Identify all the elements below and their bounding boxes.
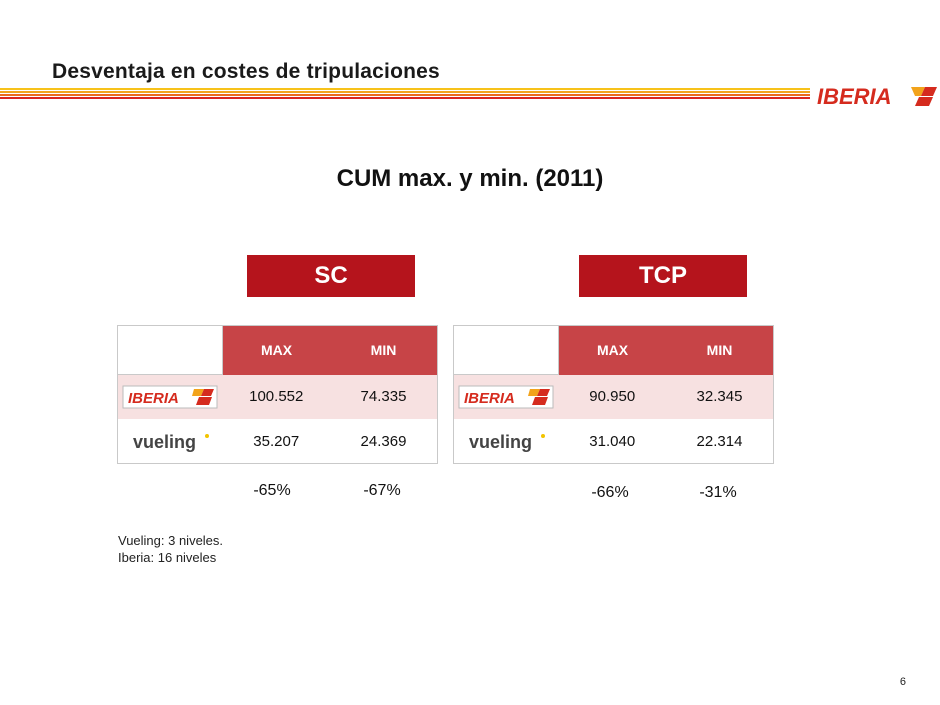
- tcp-banner: TCP: [579, 255, 747, 297]
- iberia-row-logo: IBERIA: [117, 374, 223, 419]
- vueling-logo-icon: vueling: [133, 432, 210, 452]
- chart-subtitle: CUM max. y min. (2011): [336, 165, 604, 192]
- diff-max: -66%: [591, 484, 629, 501]
- iberia-logo: IBERIA: [817, 84, 937, 108]
- cell-max: 90.950: [558, 374, 666, 419]
- logo-text: IBERIA: [464, 390, 515, 407]
- cell-min: 24.369: [330, 419, 438, 464]
- logo-text: IBERIA: [817, 84, 892, 108]
- header-stripes: [0, 88, 810, 102]
- diff-min: -67%: [363, 482, 401, 499]
- iberia-logo-icon: IBERIA: [122, 385, 218, 409]
- cell-max: 31.040: [558, 419, 666, 464]
- diff-min: -31%: [699, 484, 737, 501]
- logo-text: vueling: [469, 432, 532, 452]
- table-corner: [453, 325, 559, 375]
- iberia-logo-icon: IBERIA: [458, 385, 554, 409]
- logo-text: vueling: [133, 432, 196, 452]
- logo-text: IBERIA: [128, 390, 179, 407]
- col-header-max: MAX: [558, 325, 666, 375]
- footnote: Vueling: 3 niveles. Iberia: 16 niveles: [118, 532, 223, 566]
- diff-max: -65%: [253, 482, 291, 499]
- page-number: 6: [899, 676, 906, 688]
- footnote-line: Iberia: 16 niveles: [118, 550, 217, 565]
- col-header-max: MAX: [222, 325, 330, 375]
- vueling-row-logo: vueling: [453, 419, 559, 464]
- cell-max: 100.552: [222, 374, 330, 419]
- cell-max: 35.207: [222, 419, 330, 464]
- col-header-min: MIN: [330, 325, 438, 375]
- table-row: IBERIA 100.552 74.335: [117, 374, 438, 419]
- col-header-min: MIN: [666, 325, 774, 375]
- footnote-line: Vueling: 3 niveles.: [118, 533, 224, 548]
- iberia-row-logo: IBERIA: [453, 374, 559, 419]
- table-row: IBERIA 90.950 32.345: [453, 374, 774, 419]
- cell-min: 22.314: [666, 419, 774, 464]
- table-row: vueling 31.040 22.314: [453, 419, 774, 464]
- table-row: vueling 35.207 24.369: [117, 419, 438, 464]
- sc-banner: SC: [247, 255, 415, 297]
- cell-min: 32.345: [666, 374, 774, 419]
- tcp-table: MAX MIN IBERIA 90.950 32.345 vueling 31.…: [453, 325, 774, 464]
- cell-min: 74.335: [330, 374, 438, 419]
- vueling-logo-icon: vueling: [469, 432, 546, 452]
- page-title: Desventaja en costes de tripulaciones: [52, 60, 440, 83]
- vueling-row-logo: vueling: [117, 419, 223, 464]
- sc-table: MAX MIN IBERIA 100.552 74.335 vueling 35…: [117, 325, 438, 464]
- table-corner: [117, 325, 223, 375]
